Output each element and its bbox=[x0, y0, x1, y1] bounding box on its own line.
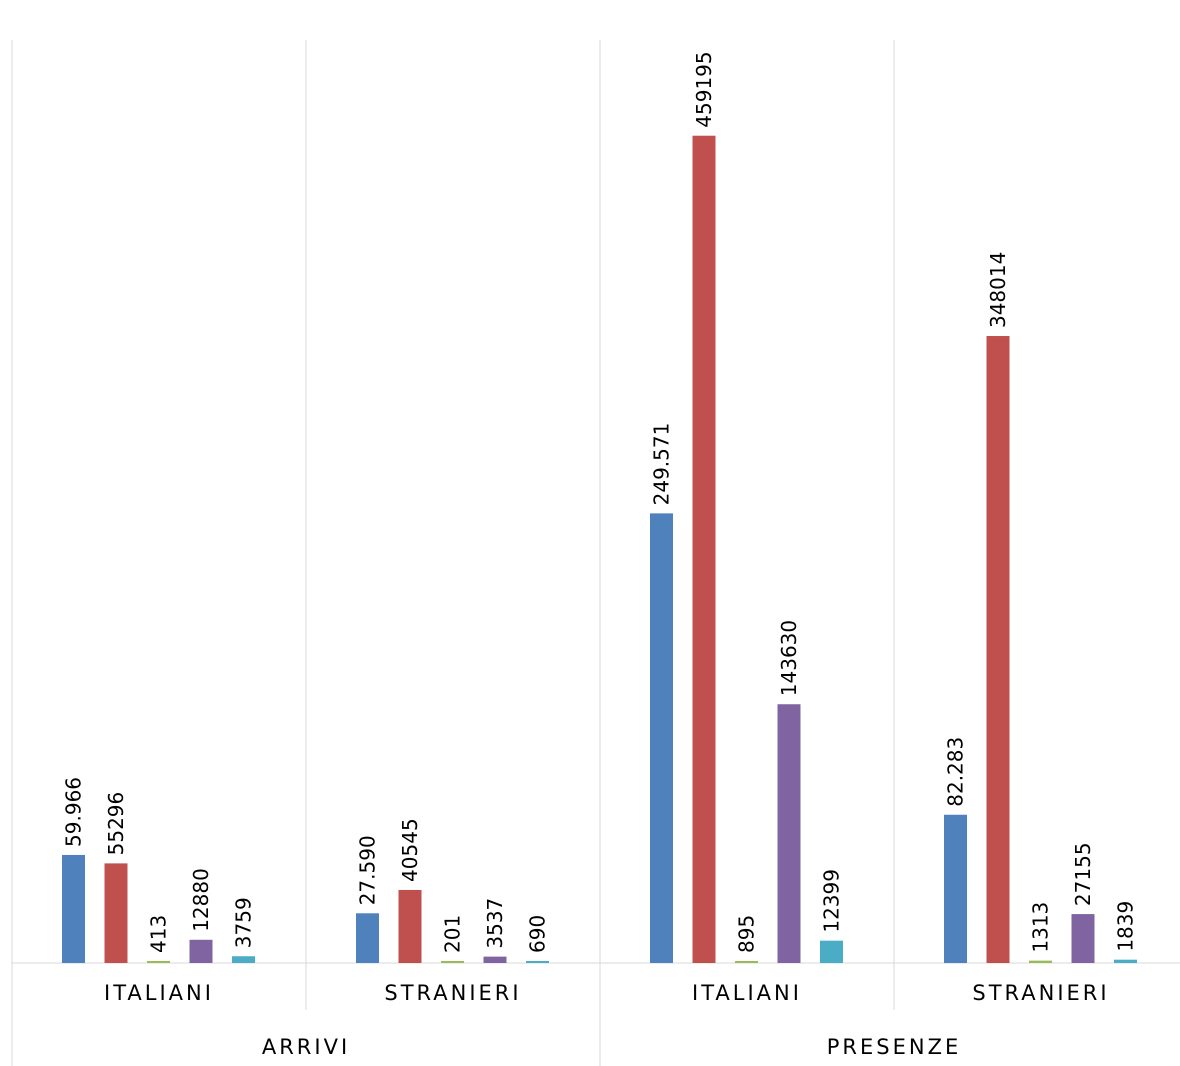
bar bbox=[820, 940, 843, 963]
data-label: 1839 bbox=[1114, 901, 1138, 952]
data-label: 413 bbox=[147, 915, 171, 953]
category-tick-label: STRANIERI bbox=[972, 981, 1109, 1005]
data-label: 59.966 bbox=[62, 777, 86, 847]
bar bbox=[189, 939, 213, 963]
data-label: 3537 bbox=[483, 898, 507, 949]
data-label: 201 bbox=[441, 915, 465, 953]
bar bbox=[147, 961, 170, 963]
bar bbox=[1114, 959, 1137, 963]
bar bbox=[650, 513, 673, 963]
bar bbox=[1029, 960, 1052, 963]
data-label: 55296 bbox=[104, 792, 128, 856]
data-label: 82.283 bbox=[944, 737, 968, 807]
data-label: 12880 bbox=[189, 868, 213, 932]
bar bbox=[692, 135, 716, 963]
group-label: PRESENZE bbox=[827, 1035, 962, 1059]
bar bbox=[944, 814, 967, 963]
bar bbox=[777, 704, 801, 963]
bar bbox=[526, 961, 549, 963]
bar bbox=[735, 961, 758, 963]
bar bbox=[1071, 914, 1095, 963]
bar bbox=[62, 854, 85, 963]
data-label: 12399 bbox=[820, 869, 844, 933]
data-label: 249.571 bbox=[650, 423, 674, 506]
bar bbox=[441, 961, 464, 963]
data-label: 895 bbox=[735, 915, 759, 953]
category-tick-label: STRANIERI bbox=[384, 981, 521, 1005]
category-tick-label: ITALIANI bbox=[692, 981, 802, 1005]
data-label: 1313 bbox=[1029, 902, 1053, 953]
data-label: 348014 bbox=[986, 252, 1010, 328]
data-label: 27.590 bbox=[356, 835, 380, 905]
data-label: 27155 bbox=[1071, 842, 1095, 906]
data-label: 40545 bbox=[398, 818, 422, 882]
data-label: 3759 bbox=[232, 897, 256, 948]
category-tick-label: ITALIANI bbox=[104, 981, 214, 1005]
bar bbox=[483, 956, 507, 963]
data-label: 459195 bbox=[692, 51, 716, 127]
bar bbox=[104, 863, 128, 963]
bar bbox=[356, 913, 379, 963]
bar bbox=[398, 889, 422, 963]
data-label: 690 bbox=[526, 915, 550, 953]
data-label: 143630 bbox=[777, 620, 801, 696]
bar bbox=[232, 956, 255, 963]
bar bbox=[986, 336, 1010, 964]
group-label: ARRIVI bbox=[262, 1035, 350, 1059]
